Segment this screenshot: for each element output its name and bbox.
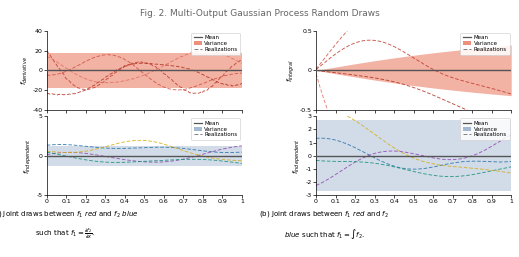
Text: (b) Joint draws between $f_1$ $\it{red}$ and $f_2$: (b) Joint draws between $f_1$ $\it{red}$… — [260, 209, 389, 219]
Y-axis label: $f_{independent}$: $f_{independent}$ — [22, 138, 34, 173]
Legend: Mean, Variance, Realizations: Mean, Variance, Realizations — [460, 118, 510, 140]
Legend: Mean, Variance, Realizations: Mean, Variance, Realizations — [191, 32, 240, 55]
Text: $\it{blue}$ such that $f_1 = \int f_2$.: $\it{blue}$ such that $f_1 = \int f_2$. — [284, 227, 365, 241]
Legend: Mean, Variance, Realizations: Mean, Variance, Realizations — [460, 32, 510, 55]
Text: Fig. 2. Multi-Output Gaussian Process Random Draws: Fig. 2. Multi-Output Gaussian Process Ra… — [140, 9, 379, 18]
Y-axis label: $f_{integral}$: $f_{integral}$ — [285, 59, 297, 82]
Y-axis label: $f_{independent}$: $f_{independent}$ — [291, 138, 303, 173]
Text: (a) Joint draws between $f_1$ $\it{red}$ and $f_2$ $\it{blue}$: (a) Joint draws between $f_1$ $\it{red}$… — [0, 209, 139, 219]
Text: such that $f_1 = \frac{\partial f_2}{\partial x}$.: such that $f_1 = \frac{\partial f_2}{\pa… — [35, 227, 95, 242]
Legend: Mean, Variance, Realizations: Mean, Variance, Realizations — [191, 118, 240, 140]
Y-axis label: $f_{derivative}$: $f_{derivative}$ — [19, 56, 30, 85]
